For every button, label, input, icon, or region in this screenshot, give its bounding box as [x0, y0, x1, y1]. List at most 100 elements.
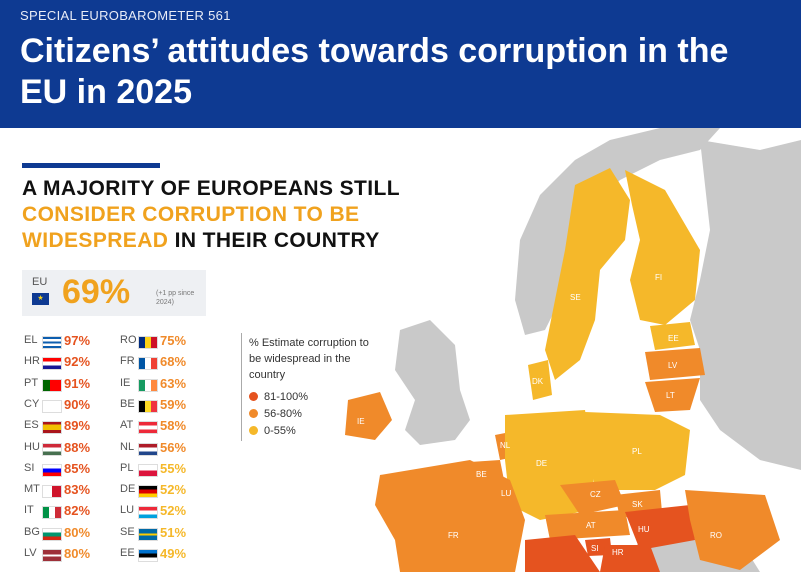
report-kicker: SPECIAL EUROBAROMETER 561	[20, 8, 231, 23]
map-cz	[560, 480, 625, 515]
country-code: AT	[120, 419, 134, 432]
map-pl	[585, 412, 690, 490]
headline-rest: IN THEIR COUNTRY	[168, 229, 380, 252]
country-row-lu: LU 52%	[120, 502, 240, 520]
map-label-hr: HR	[612, 548, 624, 557]
country-value: 59%	[160, 396, 187, 412]
country-value: 49%	[160, 546, 187, 561]
europe-map: FI SE EE LV LT DK IE NL BE LU DE PL CZ S…	[345, 128, 801, 572]
flag-es-icon	[42, 421, 62, 435]
flag-nl-icon	[138, 442, 158, 456]
flag-bg-icon	[42, 527, 62, 541]
country-row-ie: IE 63%	[120, 375, 240, 393]
map-label-de: DE	[536, 459, 547, 468]
map-at	[545, 510, 630, 540]
eu-label: EU	[32, 276, 48, 288]
country-value: 89%	[64, 418, 91, 434]
headline-highlight: WIDESPREAD	[22, 229, 169, 252]
flag-lu-icon	[138, 506, 158, 520]
country-row-pt: PT 91%	[24, 375, 144, 393]
map-label-sk: SK	[632, 500, 643, 509]
legend-label: 81-100%	[264, 391, 309, 403]
country-row-mt: MT 83%	[24, 481, 144, 499]
legend-item-low: 0-55%	[249, 425, 296, 437]
country-row-be: BE 59%	[120, 396, 240, 414]
map-uk	[395, 320, 470, 445]
country-code: SI	[24, 461, 35, 474]
flag-fr-icon	[138, 357, 158, 371]
flag-ee-icon	[138, 549, 158, 562]
country-code: IE	[120, 376, 131, 389]
map-label-lv: LV	[668, 361, 678, 370]
map-label-cz: CZ	[590, 490, 601, 499]
page-title: Citizens’ attitudes towards corruption i…	[20, 32, 729, 111]
country-code: BG	[24, 525, 40, 538]
map-label-be: BE	[476, 470, 487, 479]
country-row-hr: HR 92%	[24, 353, 144, 371]
map-label-nl: NL	[500, 441, 511, 450]
country-row-el: EL 97%	[24, 332, 144, 350]
map-se	[545, 168, 630, 380]
map-label-dk: DK	[532, 377, 544, 386]
map-label-fr: FR	[448, 531, 459, 540]
country-code: LV	[24, 547, 37, 559]
legend-label: 0-55%	[264, 425, 296, 437]
flag-si-icon	[42, 463, 62, 477]
country-row-bg: BG 80%	[24, 524, 144, 542]
flag-lv-icon	[42, 549, 62, 562]
country-value: 91%	[64, 375, 91, 391]
eu-change-note: (+1 pp since 2024)	[156, 290, 195, 306]
flag-be-icon	[138, 399, 158, 413]
country-row-cy: CY 90%	[24, 396, 144, 414]
map-it	[525, 535, 600, 572]
map-ee	[650, 322, 695, 350]
legend-label: 56-80%	[264, 408, 302, 420]
country-code: EL	[24, 334, 38, 346]
map-lv	[645, 348, 705, 380]
map-fr	[375, 460, 525, 572]
country-code: FR	[120, 355, 135, 368]
country-value: 56%	[160, 439, 187, 455]
map-fi	[625, 170, 700, 325]
legend-item-high: 81-100%	[249, 391, 308, 403]
map-ro	[685, 490, 780, 570]
map-ie	[345, 392, 392, 440]
country-code: IT	[24, 504, 34, 517]
country-code: NL	[120, 440, 135, 453]
country-value: 51%	[160, 524, 187, 540]
flag-hu-icon	[42, 442, 62, 456]
headline: A MAJORITY OF EUROPEANS STILL CONSIDER C…	[22, 176, 462, 254]
legend-dot-icon	[249, 409, 258, 418]
country-value: 97%	[64, 333, 91, 348]
country-row-fr: FR 68%	[120, 353, 240, 371]
flag-at-icon	[138, 421, 158, 435]
country-row-it: IT 82%	[24, 502, 144, 520]
country-code: LU	[120, 504, 135, 517]
country-row-hu: HU 88%	[24, 439, 144, 457]
country-value: 85%	[64, 460, 91, 476]
eu-flag-icon: ★	[32, 293, 49, 305]
legend-divider	[241, 333, 242, 441]
country-row-si: SI 85%	[24, 460, 144, 478]
map-label-si: SI	[591, 544, 599, 553]
country-row-pl: PL 55%	[120, 460, 240, 478]
country-code: PT	[24, 376, 39, 389]
map-label-ie: IE	[357, 417, 365, 426]
map-label-lt: LT	[666, 391, 675, 400]
map-label-at: AT	[586, 521, 596, 530]
flag-it-icon	[42, 506, 62, 520]
flag-ie-icon	[138, 378, 158, 392]
country-code: DE	[120, 483, 136, 496]
country-code: RO	[120, 334, 137, 346]
country-value: 55%	[160, 460, 187, 476]
country-row-ro: RO 75%	[120, 332, 240, 350]
country-row-se: SE 51%	[120, 524, 240, 542]
country-code: PL	[120, 461, 134, 474]
map-label-lu: LU	[501, 489, 511, 498]
flag-pt-icon	[42, 378, 62, 392]
eu-average-value: 69%	[62, 273, 131, 311]
map-label-hu: HU	[638, 525, 650, 534]
flag-mt-icon	[42, 485, 62, 499]
map-dk	[528, 360, 552, 400]
country-value: 88%	[64, 439, 91, 455]
